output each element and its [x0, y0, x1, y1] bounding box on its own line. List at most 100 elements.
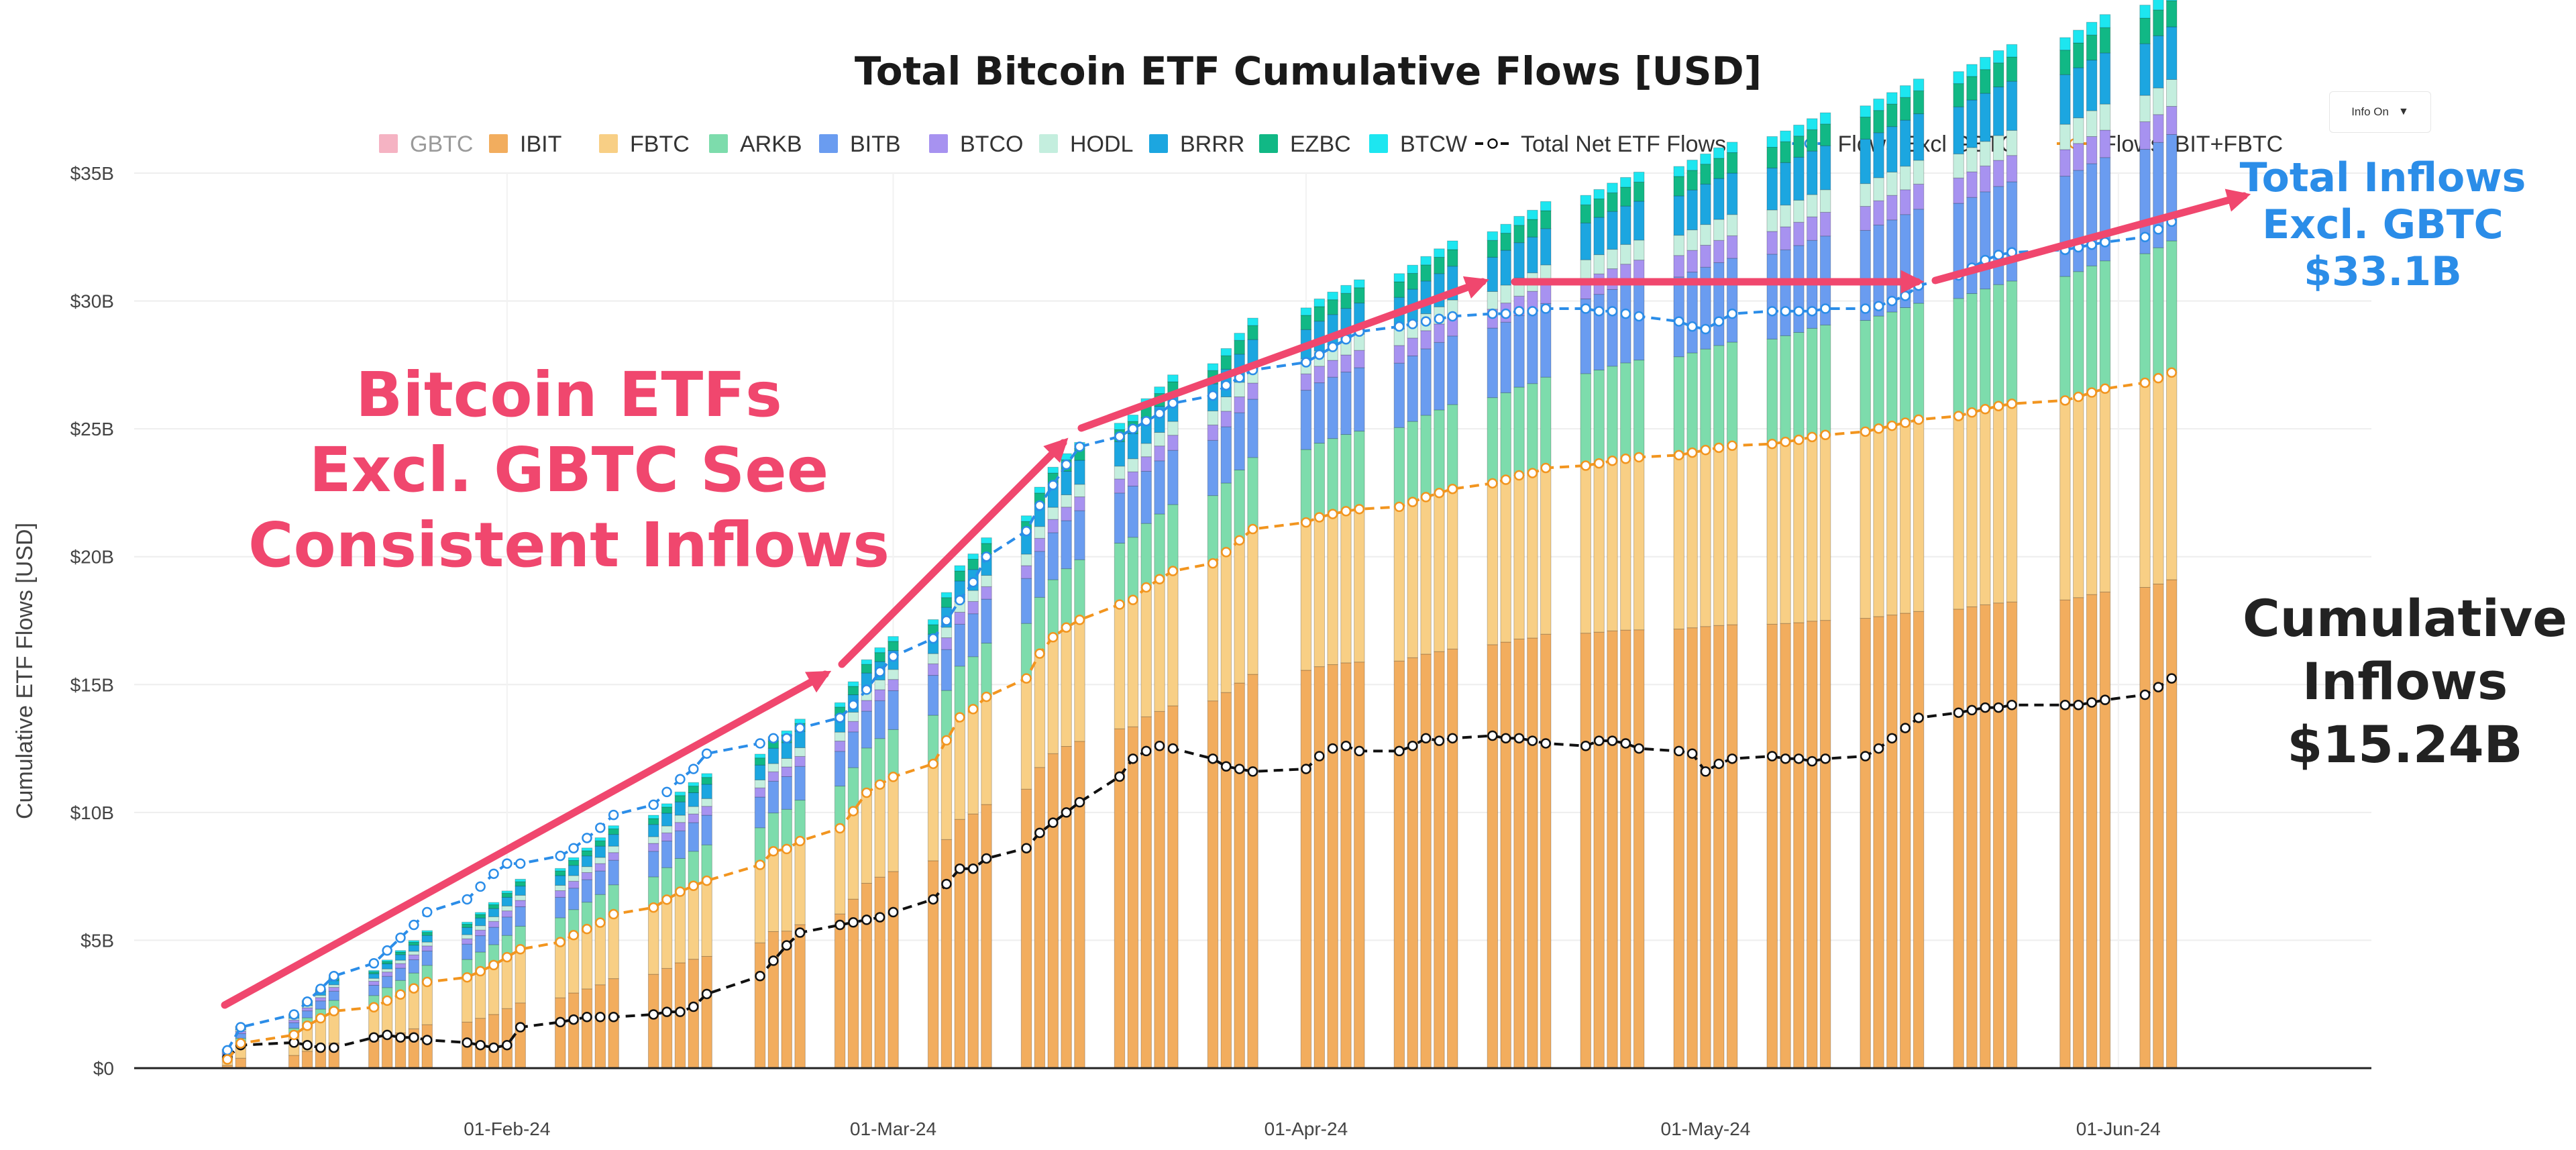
bar-arkb — [1633, 360, 1645, 458]
bar-ibit — [1074, 741, 1085, 1069]
bar-bitb — [474, 935, 486, 953]
bar-hodl — [1899, 166, 1911, 191]
marker-flows-excl-gbtc — [967, 577, 979, 588]
bar-btcw — [1127, 415, 1139, 422]
bar-fbtc — [927, 763, 939, 861]
bar-ibit — [608, 978, 619, 1069]
marker-flows-excl-gbtc — [2100, 237, 2110, 248]
bar-fbtc — [488, 964, 500, 1015]
bar-btco — [888, 679, 899, 691]
bar-arkb — [754, 827, 766, 866]
marker-total-net-etf-flows — [701, 988, 712, 1000]
marker-flows-ibit-fbtc — [1620, 453, 1631, 464]
bar-fbtc — [1992, 405, 2004, 604]
bar-brrr — [1992, 87, 2004, 136]
marker-total-net-etf-flows — [675, 1006, 686, 1017]
marker-flows-excl-gbtc — [1593, 306, 1605, 317]
bar-ibit — [701, 955, 712, 1069]
bar-arkb — [1234, 470, 1245, 541]
bar-btcw — [1580, 195, 1592, 205]
bar-hodl — [1726, 214, 1738, 236]
marker-flows-excl-gbtc — [1154, 408, 1165, 419]
marker-flows-excl-gbtc — [1114, 431, 1125, 442]
bar-arkb — [2139, 253, 2151, 384]
bar-ibit — [235, 1057, 247, 1069]
annotation-blue-line: $33.1B — [2304, 248, 2462, 295]
bar-fbtc — [1300, 522, 1312, 671]
marker-total-net-etf-flows — [1966, 704, 1978, 716]
bar-fbtc — [581, 929, 593, 990]
bar-fbtc — [1953, 415, 1964, 610]
marker-total-net-etf-flows — [1860, 751, 1871, 762]
legend-swatch — [599, 134, 618, 153]
bar-fbtc — [2139, 382, 2151, 588]
bar-bitb — [1354, 367, 1365, 432]
marker-flows-ibit-fbtc — [1074, 615, 1085, 625]
bar-arkb — [1886, 311, 1898, 427]
bar-hodl — [834, 731, 846, 742]
marker-flows-ibit-fbtc — [1167, 566, 1179, 576]
bar-brrr — [1513, 242, 1525, 278]
bar-ezbc — [954, 570, 966, 582]
marker-flows-excl-gbtc — [475, 881, 486, 892]
bar-brrr — [1540, 228, 1552, 266]
bar-ezbc — [1393, 281, 1405, 298]
bar-fbtc — [1140, 586, 1152, 717]
bar-btco — [315, 997, 327, 1002]
bar-brrr — [2073, 67, 2084, 119]
bar-btcw — [515, 878, 526, 882]
bar-btcw — [1513, 215, 1525, 226]
bar-arkb — [781, 808, 792, 849]
bar-fbtc — [1686, 452, 1698, 629]
bar-ibit — [688, 959, 699, 1069]
bar-ibit — [1487, 644, 1499, 1069]
bar-ezbc — [1220, 355, 1232, 370]
bar-fbtc — [515, 949, 526, 1004]
bar-bitb — [515, 906, 526, 927]
bar-brrr — [1061, 470, 1072, 495]
bar-fbtc — [1207, 563, 1219, 702]
bar-ibit — [1713, 625, 1725, 1069]
bar-ibit — [1807, 621, 1818, 1069]
bar-btcw — [1220, 348, 1232, 356]
legend-label: ARKB — [740, 132, 802, 157]
bar-fbtc — [1780, 441, 1791, 624]
bar-bitb — [2086, 163, 2098, 266]
bar-fbtc — [1726, 445, 1738, 625]
bar-btco — [1780, 226, 1791, 250]
marker-flows-ibit-fbtc — [1913, 414, 1924, 425]
bar-btco — [1034, 537, 1046, 552]
bar-btcw — [981, 537, 992, 544]
marker-total-net-etf-flows — [1167, 743, 1179, 754]
bar-ezbc — [1886, 103, 1898, 127]
bar-btco — [941, 637, 953, 650]
info-toggle-dropdown[interactable]: Info On ▼ — [2329, 91, 2431, 133]
marker-flows-excl-gbtc — [794, 723, 806, 733]
bar-ibit — [1354, 662, 1365, 1069]
bar-hodl — [1700, 224, 1711, 246]
marker-total-net-etf-flows — [1140, 745, 1152, 757]
marker-total-net-etf-flows — [981, 853, 992, 864]
bar-hodl — [1713, 219, 1725, 241]
info-toggle-label: Info On — [2351, 105, 2389, 118]
bar-btco — [1327, 360, 1338, 378]
bar-brrr — [488, 908, 500, 917]
bar-btcw — [927, 619, 939, 625]
bar-ibit — [1766, 623, 1778, 1069]
bar-fbtc — [1340, 511, 1352, 664]
bar-brrr — [794, 731, 806, 748]
marker-flows-ibit-fbtc — [409, 983, 419, 994]
bar-ibit — [1620, 629, 1631, 1069]
bar-brrr — [1673, 195, 1684, 236]
marker-total-net-etf-flows — [1500, 733, 1511, 744]
bar-btco — [1873, 200, 1884, 225]
marker-flows-ibit-fbtc — [1966, 407, 1978, 418]
marker-flows-excl-gbtc — [1807, 306, 1817, 317]
bar-ibit — [1580, 633, 1592, 1069]
bar-fbtc — [1673, 454, 1684, 630]
bar-btco — [1793, 221, 1805, 246]
bar-arkb — [1819, 324, 1831, 435]
legend-label: HODL — [1070, 132, 1133, 157]
bar-hodl — [1074, 484, 1085, 498]
bar-arkb — [1114, 543, 1126, 605]
